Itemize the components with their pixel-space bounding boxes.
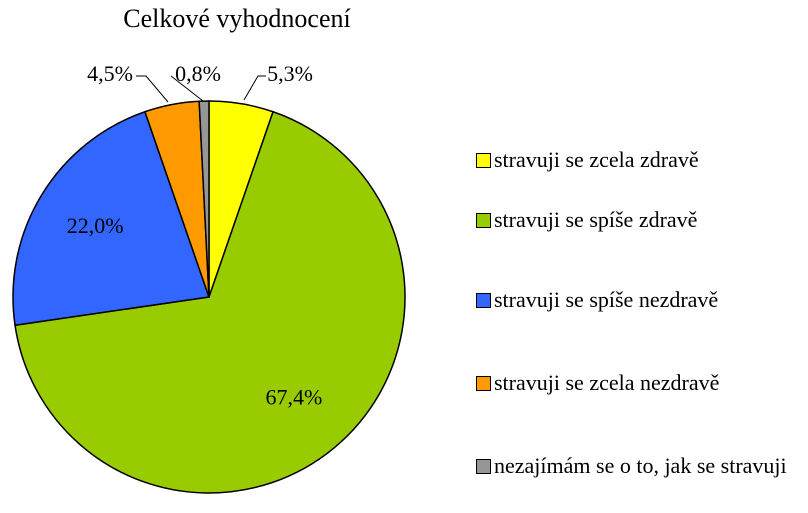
pie-slice <box>198 100 210 298</box>
data-label: 67,4% <box>266 385 323 410</box>
pie-slice <box>12 110 211 327</box>
data-label: 5,3% <box>267 61 313 86</box>
legend-item: nezajímám se o to, jak se stravuji <box>476 453 796 479</box>
leader-line <box>136 75 169 103</box>
leader-line <box>170 75 204 102</box>
legend-label: stravuji se spíše nezdravě <box>494 287 719 312</box>
chart-title: Celkové vyhodnocení <box>123 4 350 33</box>
legend-label: stravuji se zcela nezdravě <box>494 370 720 395</box>
pie-slice <box>14 110 406 494</box>
legend-label: nezajímám se o to, jak se stravuji <box>494 453 787 478</box>
legend-item: stravuji se zcela nezdravě <box>476 370 796 396</box>
legend-swatch <box>476 213 491 228</box>
data-label: 4,5% <box>87 61 133 86</box>
legend-swatch <box>476 293 491 308</box>
data-label: 0,8% <box>175 61 221 86</box>
legend-item: stravuji se spíše zdravě <box>476 207 796 233</box>
legend-label: stravuji se zcela zdravě <box>494 147 699 172</box>
legend-label: stravuji se spíše zdravě <box>494 207 698 232</box>
data-label: 22,0% <box>67 213 124 238</box>
legend-swatch <box>476 153 491 168</box>
legend-item: stravuji se zcela zdravě <box>476 147 796 173</box>
legend-swatch <box>476 459 491 474</box>
leader-line <box>243 75 266 101</box>
legend-item: stravuji se spíše nezdravě <box>476 287 796 313</box>
legend-swatch <box>476 376 491 391</box>
